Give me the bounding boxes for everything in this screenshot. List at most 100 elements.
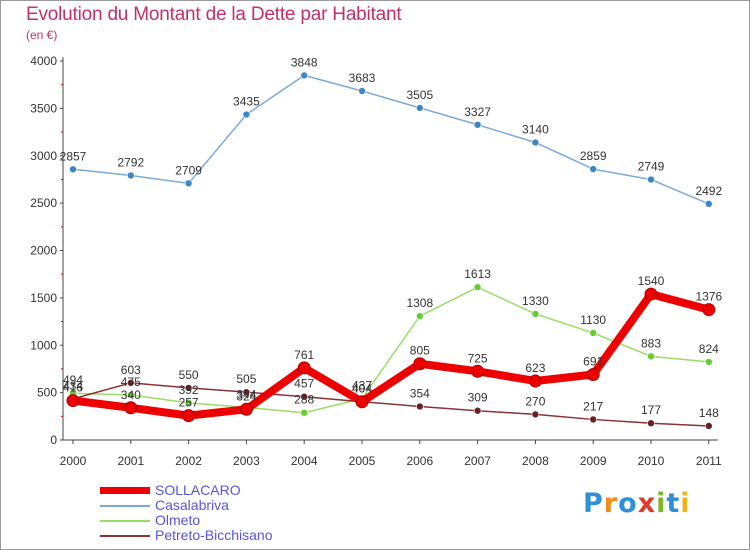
data-label-petreto-bicchisano: 354 <box>410 386 430 400</box>
data-point-sollacaro[interactable] <box>413 357 427 371</box>
data-point-sollacaro[interactable] <box>644 287 658 301</box>
data-point-petreto-bicchisano[interactable] <box>531 410 540 419</box>
logo-letter: i <box>656 488 667 519</box>
data-label-casalabriva: 2749 <box>638 160 665 174</box>
data-point-casalabriva[interactable] <box>69 165 77 174</box>
data-point-olmeto[interactable] <box>473 283 482 291</box>
data-label-olmeto: 883 <box>641 336 661 350</box>
data-point-petreto-bicchisano[interactable] <box>589 415 598 424</box>
data-label-olmeto: 1613 <box>464 267 491 281</box>
data-label-petreto-bicchisano: 603 <box>121 363 141 377</box>
data-label-petreto-bicchisano: 505 <box>236 372 256 386</box>
data-point-sollacaro[interactable] <box>471 364 485 378</box>
series-line-olmeto <box>72 286 710 414</box>
legend-label: SOLLACARO <box>155 482 241 498</box>
data-point-sollacaro[interactable] <box>239 402 253 416</box>
data-label-petreto-bicchisano: 177 <box>641 403 661 417</box>
data-point-petreto-bicchisano[interactable] <box>415 402 424 411</box>
x-tick-label: 2008 <box>522 454 549 468</box>
y-tick-label: 4000 <box>30 54 57 68</box>
y-tick-label: 1500 <box>30 291 57 305</box>
data-point-olmeto[interactable] <box>589 329 598 337</box>
x-tick-label: 2004 <box>291 454 318 468</box>
data-point-olmeto[interactable] <box>704 358 713 366</box>
data-point-sollacaro[interactable] <box>66 394 80 408</box>
data-point-petreto-bicchisano[interactable] <box>300 392 309 401</box>
x-tick-label: 2011 <box>696 454 722 468</box>
series-olmeto <box>69 283 713 417</box>
data-point-sollacaro[interactable] <box>702 303 716 317</box>
series-sollacaro <box>66 287 716 423</box>
data-label-casalabriva: 3327 <box>464 105 491 119</box>
data-point-petreto-bicchisano[interactable] <box>127 379 135 387</box>
data-label-sollacaro: 623 <box>525 361 545 375</box>
logo-letter: t <box>666 488 681 519</box>
data-point-olmeto[interactable] <box>647 352 655 361</box>
data-label-casalabriva: 3683 <box>349 71 376 85</box>
data-point-petreto-bicchisano[interactable] <box>473 406 482 415</box>
data-label-petreto-bicchisano: 270 <box>525 394 545 408</box>
data-label-casalabriva: 3435 <box>233 95 260 109</box>
data-point-casalabriva[interactable] <box>358 87 366 95</box>
legend-swatch <box>100 487 150 494</box>
data-point-sollacaro[interactable] <box>182 409 196 423</box>
data-labels-layer: 416 340 257 324 761 404 805 725 623 691 1540 1376 28… <box>60 55 723 420</box>
data-label-sollacaro: 761 <box>294 348 314 362</box>
data-point-casalabriva[interactable] <box>704 200 713 208</box>
data-label-casalabriva: 3848 <box>291 55 318 69</box>
data-point-casalabriva[interactable] <box>647 175 655 184</box>
data-point-casalabriva[interactable] <box>127 171 135 180</box>
data-point-casalabriva[interactable] <box>473 120 482 129</box>
data-label-casalabriva: 2859 <box>580 149 607 163</box>
data-label-petreto-bicchisano: 217 <box>583 399 603 413</box>
data-point-sollacaro[interactable] <box>528 374 542 388</box>
y-tick-label: 3500 <box>30 101 57 115</box>
y-tick-label: 1000 <box>30 338 57 352</box>
legend-swatch <box>100 535 150 537</box>
data-label-sollacaro: 691 <box>583 355 603 369</box>
data-point-casalabriva[interactable] <box>589 165 598 173</box>
data-point-casalabriva[interactable] <box>531 138 540 147</box>
data-point-petreto-bicchisano[interactable] <box>647 419 655 428</box>
data-label-casalabriva: 2792 <box>117 155 144 169</box>
data-label-casalabriva: 2709 <box>175 163 202 177</box>
data-point-sollacaro[interactable] <box>355 395 369 409</box>
data-point-sollacaro[interactable] <box>124 401 138 415</box>
data-point-petreto-bicchisano[interactable] <box>704 422 713 430</box>
x-tick-label: 2002 <box>175 454 202 468</box>
series-layer <box>66 71 716 430</box>
logo-letter: x <box>637 488 657 519</box>
legend-label: Olmeto <box>155 512 201 528</box>
data-point-petreto-bicchisano[interactable] <box>184 384 193 392</box>
proxiti-logo: Proxiti <box>583 488 691 519</box>
data-point-olmeto[interactable] <box>127 391 135 399</box>
data-point-olmeto[interactable] <box>415 312 424 320</box>
data-point-olmeto[interactable] <box>531 310 540 318</box>
data-label-petreto-bicchisano: 550 <box>179 368 199 382</box>
series-line-petreto-bicchisano <box>72 382 710 427</box>
axes: 0 500 1000 1500 2000 2500 3000 3500 4000 2000 2001… <box>30 54 722 468</box>
legend-swatch <box>100 520 150 522</box>
series-casalabriva <box>69 71 713 208</box>
data-label-sollacaro: 1540 <box>638 274 665 288</box>
data-point-sollacaro[interactable] <box>297 361 311 375</box>
chart-title: Evolution du Montant de la Dette par Hab… <box>26 4 402 25</box>
data-label-petreto-bicchisano: 434 <box>63 379 83 393</box>
data-point-olmeto[interactable] <box>184 399 193 407</box>
legend-swatch <box>100 505 150 507</box>
data-point-petreto-bicchisano[interactable] <box>242 388 251 396</box>
data-point-casalabriva[interactable] <box>300 71 309 80</box>
x-tick-label: 2003 <box>233 454 260 468</box>
data-point-casalabriva[interactable] <box>184 179 193 188</box>
data-point-sollacaro[interactable] <box>586 368 600 382</box>
data-point-casalabriva[interactable] <box>242 110 251 119</box>
data-point-casalabriva[interactable] <box>415 104 424 112</box>
x-tick-label: 2009 <box>580 454 607 468</box>
data-label-olmeto: 344 <box>236 387 256 401</box>
data-label-olmeto: 288 <box>294 393 314 407</box>
data-label-sollacaro: 805 <box>410 344 430 358</box>
data-point-olmeto[interactable] <box>300 408 309 417</box>
series-line-sollacaro <box>69 290 713 420</box>
